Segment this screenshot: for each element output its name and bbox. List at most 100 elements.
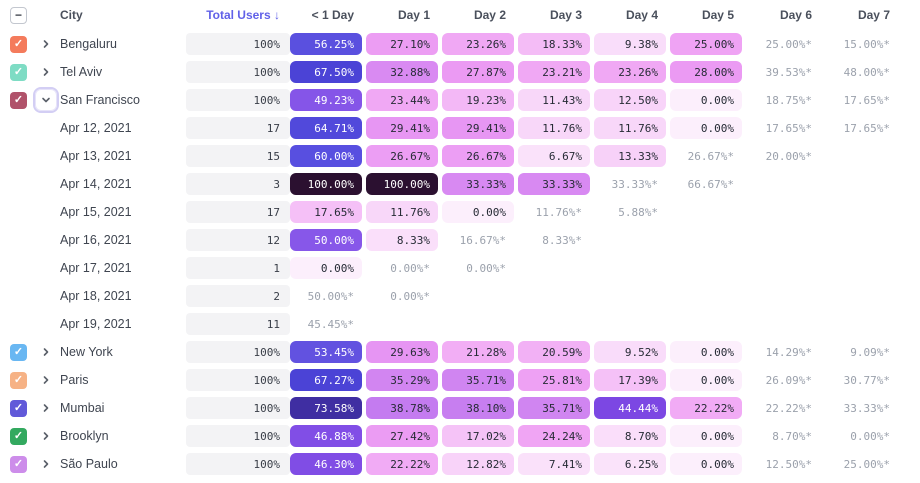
retention-cell[interactable]: 64.71% [290,117,362,139]
retention-cell[interactable]: 0.00% [670,453,742,475]
retention-cell[interactable]: 6.67% [518,145,590,167]
retention-cell[interactable]: 23.26% [442,33,514,55]
expand-chevron-button[interactable] [41,375,51,385]
retention-cell[interactable]: 0.00% [670,369,742,391]
retention-cell[interactable]: 23.44% [366,89,438,111]
retention-cell[interactable]: 100.00% [290,173,362,195]
row-checkbox[interactable]: ✓ [10,343,27,361]
retention-cell[interactable]: 49.23% [290,89,362,111]
retention-cell[interactable]: 25.00% [670,33,742,55]
retention-cell[interactable]: 46.30% [290,453,362,475]
retention-cell-estimate: 8.33%* [542,233,582,247]
retention-cell[interactable]: 38.78% [366,397,438,419]
retention-cell[interactable]: 11.76% [518,117,590,139]
retention-cell[interactable]: 12.82% [442,453,514,475]
retention-cell[interactable]: 8.70% [594,425,666,447]
retention-cell-estimate: 0.00%* [390,261,430,275]
retention-cell[interactable]: 73.58% [290,397,362,419]
retention-cell[interactable]: 23.21% [518,61,590,83]
retention-cell[interactable]: 19.23% [442,89,514,111]
retention-cell[interactable]: 22.22% [670,397,742,419]
retention-cell[interactable]: 8.33% [366,229,438,251]
retention-cell[interactable]: 50.00% [290,229,362,251]
retention-cell[interactable]: 35.71% [442,369,514,391]
retention-cell-estimate: 17.65%* [765,121,812,135]
retention-cell[interactable]: 11.43% [518,89,590,111]
row-checkbox[interactable]: ✓ [10,35,27,53]
expand-chevron-button[interactable] [41,39,51,49]
retention-cell[interactable]: 6.25% [594,453,666,475]
retention-cell[interactable]: 32.88% [366,61,438,83]
retention-cell-estimate: 0.00%* [850,429,890,443]
total-users-pill: 100% [186,33,290,55]
retention-cell[interactable]: 0.00% [670,341,742,363]
expand-chevron-button[interactable] [41,347,51,357]
retention-cell[interactable]: 22.22% [366,453,438,475]
retention-cell[interactable]: 20.59% [518,341,590,363]
retention-cell[interactable]: 17.02% [442,425,514,447]
retention-cell[interactable]: 26.67% [366,145,438,167]
column-header-total-users[interactable]: Total Users ↓ [206,8,280,22]
retention-cell[interactable]: 0.00% [442,201,514,223]
retention-cell[interactable]: 35.29% [366,369,438,391]
total-users-pill: 3 [186,173,290,195]
retention-cell[interactable]: 7.41% [518,453,590,475]
retention-cell[interactable]: 18.33% [518,33,590,55]
retention-cell[interactable]: 0.00% [670,89,742,111]
retention-cell[interactable]: 29.63% [366,341,438,363]
retention-cell[interactable]: 35.71% [518,397,590,419]
retention-cell[interactable]: 27.87% [442,61,514,83]
retention-cell[interactable]: 12.50% [594,89,666,111]
city-label: São Paulo [60,457,118,471]
retention-cell[interactable]: 38.10% [442,397,514,419]
retention-cell[interactable]: 13.33% [594,145,666,167]
retention-cell[interactable]: 60.00% [290,145,362,167]
retention-cell[interactable]: 9.52% [594,341,666,363]
retention-cell[interactable]: 24.24% [518,425,590,447]
expand-chevron-button[interactable] [41,403,51,413]
total-users-pill: 15 [186,145,290,167]
retention-cell[interactable]: 21.28% [442,341,514,363]
retention-cell[interactable]: 25.81% [518,369,590,391]
retention-cell[interactable]: 0.00% [670,117,742,139]
retention-cell[interactable]: 29.41% [366,117,438,139]
collapse-chevron-button[interactable] [35,89,57,111]
retention-cell[interactable]: 11.76% [366,201,438,223]
retention-cell[interactable]: 11.76% [594,117,666,139]
retention-cell[interactable]: 17.39% [594,369,666,391]
retention-cell[interactable]: 29.41% [442,117,514,139]
row-checkbox[interactable]: ✓ [10,399,27,417]
retention-cell[interactable]: 0.00% [670,425,742,447]
row-checkbox[interactable]: ✓ [10,427,27,445]
row-checkbox[interactable]: ✓ [10,91,27,109]
retention-cell[interactable]: 27.10% [366,33,438,55]
row-checkbox[interactable]: ✓ [10,371,27,389]
date-label: Apr 13, 2021 [60,149,132,163]
retention-cell[interactable]: 53.45% [290,341,362,363]
retention-cell[interactable]: 28.00% [670,61,742,83]
retention-cell[interactable]: 26.67% [442,145,514,167]
expand-chevron-button[interactable] [41,67,51,77]
expand-chevron-button[interactable] [41,431,51,441]
retention-cell[interactable]: 33.33% [442,173,514,195]
retention-cell[interactable]: 46.88% [290,425,362,447]
retention-cell[interactable]: 67.50% [290,61,362,83]
retention-cell[interactable]: 44.44% [594,397,666,419]
retention-cell[interactable]: 33.33% [518,173,590,195]
row-checkbox[interactable]: ✓ [10,455,27,473]
chevron-right-icon [43,432,49,440]
row-checkbox[interactable]: ✓ [10,63,27,81]
retention-cell[interactable]: 17.65% [290,201,362,223]
retention-cell-estimate: 50.00%* [307,289,354,303]
retention-cell[interactable]: 56.25% [290,33,362,55]
retention-cell[interactable]: 100.00% [366,173,438,195]
retention-cell[interactable]: 67.27% [290,369,362,391]
select-all-checkbox[interactable]: − [10,6,27,24]
retention-cell-estimate: 33.33%* [843,401,890,415]
retention-cell[interactable]: 0.00% [290,257,362,279]
retention-cell[interactable]: 9.38% [594,33,666,55]
city-row: ✓ São Paulo 100% 46.30% 22.22% 12.82% 7.41% 6.2… [8,450,920,478]
expand-chevron-button[interactable] [41,459,51,469]
retention-cell[interactable]: 23.26% [594,61,666,83]
retention-cell[interactable]: 27.42% [366,425,438,447]
